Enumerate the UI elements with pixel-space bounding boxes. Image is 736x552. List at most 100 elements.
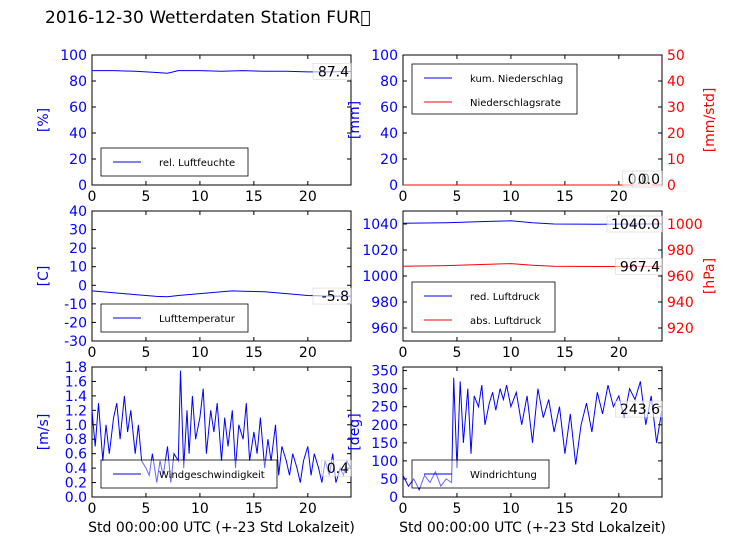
humidity-ytick-label: 0	[78, 178, 87, 194]
windspeed-xlabel: Std 00:00:00 UTC (+-23 Std Lokalzeit)	[88, 520, 355, 536]
pressure-ytick-label: 1000	[362, 269, 398, 285]
windspeed-xtick-label: 5	[141, 501, 150, 517]
temp-legend-label: Lufttemperatur	[159, 314, 236, 325]
winddir-xtick-label: 15	[556, 501, 574, 517]
humidity-axes-frame	[91, 54, 352, 186]
precip-ylabel: [mm]	[347, 101, 363, 139]
precip-ytick-right-label: 20	[667, 126, 685, 142]
temp-ytick-label: 10	[69, 260, 87, 276]
precip-xtick-label: 10	[502, 189, 520, 205]
winddir-ytick-label: 0	[389, 490, 398, 506]
precip-ytick-right-label: 40	[667, 74, 685, 90]
humidity-xtick-label: 0	[88, 189, 97, 205]
windspeed-value-label: 0.4	[327, 461, 349, 477]
winddir-xtick-label: 20	[610, 501, 628, 517]
pressure-value-box	[615, 258, 663, 275]
temp-xtick-label: 0	[88, 345, 97, 361]
precip-ytick-label: 0	[389, 178, 398, 194]
temp-xtick-label: 5	[141, 345, 150, 361]
windspeed-axes-frame	[91, 366, 352, 498]
windspeed-ytick-label: 1.8	[65, 360, 87, 376]
precip-ytick-right-label: 10	[667, 152, 685, 168]
pressure-ytick-label: 980	[371, 295, 398, 311]
pressure-legend-label: red. Luftdruck	[470, 292, 540, 303]
precip-legend-label: kum. Niederschlag	[470, 74, 563, 85]
humidity-ylabel: [%]	[36, 108, 52, 132]
windspeed-ytick-label: 0.4	[65, 461, 87, 477]
winddir-ytick-label: 350	[371, 364, 398, 380]
winddir-ytick-label: 300	[371, 382, 398, 398]
precip-legend-box	[411, 63, 578, 115]
pressure-legend-box	[411, 281, 556, 333]
humidity-xtick-label: 10	[191, 189, 209, 205]
pressure-ytick-right-label: 920	[667, 321, 694, 337]
precip-ytick-right-label: 30	[667, 100, 685, 116]
winddir-ytick-label: 100	[371, 454, 398, 470]
pressure-xtick-label: 10	[502, 345, 520, 361]
winddir-axes-frame	[402, 366, 663, 498]
temp-ytick-label: -10	[64, 297, 87, 313]
precip-ytick-right-label: 50	[667, 48, 685, 64]
winddir-ytick-label: 50	[380, 472, 398, 488]
precip-ytick-label: 60	[380, 100, 398, 116]
precip-xtick-label: 20	[610, 189, 628, 205]
windspeed-ytick-label: 0.2	[65, 476, 87, 492]
windspeed-xtick-label: 0	[88, 501, 97, 517]
pressure-value-label: 967.4	[620, 259, 660, 275]
temp-value-label: -5.8	[322, 289, 349, 305]
precip-ylabel-right: [mm/std]	[702, 88, 718, 153]
precip-ytick-label: 20	[380, 152, 398, 168]
pressure-legend-label: abs. Luftdruck	[470, 316, 541, 327]
windspeed-ylabel: [m/s]	[36, 414, 52, 451]
pressure-ytick-right-label: 980	[667, 243, 694, 259]
temp-ytick-label: 0	[78, 278, 87, 294]
humidity-legend-label: rel. Luftfeuchte	[159, 158, 235, 169]
windspeed-xtick-label: 20	[299, 501, 317, 517]
humidity-value-label: 87.4	[318, 64, 349, 80]
temp-ytick-label: -20	[64, 315, 87, 331]
temp-ytick-label: 40	[69, 204, 87, 220]
precip-ytick-label: 40	[380, 126, 398, 142]
humidity-xtick-label: 15	[245, 189, 263, 205]
windspeed-ytick-label: 0.6	[65, 447, 87, 463]
humidity-xtick-label: 5	[141, 189, 150, 205]
pressure-value-label: 1040.0	[611, 217, 660, 233]
precip-legend-label: Niederschlagsrate	[470, 98, 561, 109]
humidity-ytick-label: 40	[69, 126, 87, 142]
temp-ylabel: [C]	[36, 266, 52, 287]
windspeed-ytick-label: 1.0	[65, 418, 87, 434]
winddir-value-box	[615, 400, 663, 418]
winddir-legend-label: Windrichtung	[470, 470, 537, 481]
winddir-ytick-label: 250	[371, 400, 398, 416]
humidity-ytick-label: 100	[60, 48, 87, 64]
humidity-ytick-label: 20	[69, 152, 87, 168]
precip-ytick-label: 100	[371, 48, 398, 64]
humidity-ytick-label: 80	[69, 74, 87, 90]
pressure-xtick-label: 15	[556, 345, 574, 361]
precip-xtick-label: 5	[452, 189, 461, 205]
temp-series-line-0	[91, 290, 351, 298]
windspeed-ytick-label: 0.0	[65, 490, 87, 506]
humidity-xtick-label: 20	[299, 189, 317, 205]
pressure-ytick-label: 960	[371, 321, 398, 337]
windspeed-series-line-0	[91, 370, 352, 483]
windspeed-ytick-label: 0.8	[65, 432, 87, 448]
winddir-ytick-label: 200	[371, 418, 398, 434]
windspeed-xtick-label: 15	[245, 501, 263, 517]
winddir-series-line-0	[402, 377, 663, 492]
pressure-ylabel-right: [hPa]	[702, 258, 718, 294]
temp-value-box	[312, 287, 352, 305]
precip-value-box	[632, 170, 663, 188]
humidity-series-line-0	[92, 70, 352, 74]
pressure-ytick-right-label: 960	[667, 269, 694, 285]
precip-xtick-label: 0	[399, 189, 408, 205]
temp-xtick-label: 20	[299, 345, 317, 361]
humidity-ytick-label: 60	[69, 100, 87, 116]
winddir-ytick-label: 150	[371, 436, 398, 452]
pressure-xtick-label: 5	[452, 345, 461, 361]
pressure-value-box	[606, 215, 663, 233]
precip-value-label: 0.0	[638, 172, 660, 188]
precip-ytick-right-label: 0	[667, 178, 676, 194]
winddir-xtick-label: 5	[452, 501, 461, 517]
